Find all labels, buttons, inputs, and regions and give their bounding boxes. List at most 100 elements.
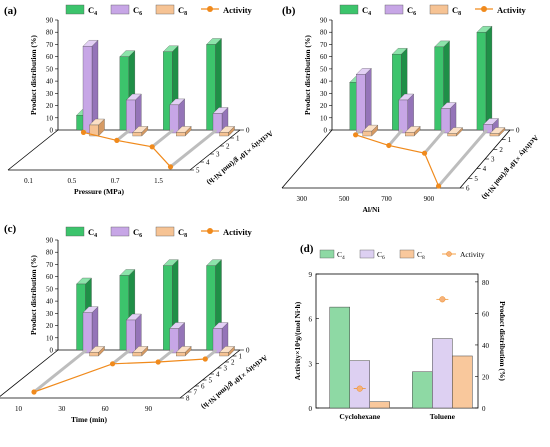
activity-tick-label: 7 <box>194 389 198 397</box>
x-tick-label: 0.5 <box>67 177 76 185</box>
legend-activity-marker <box>207 228 213 234</box>
legend-swatch-c8 <box>429 4 449 15</box>
legend-text: C <box>407 5 413 15</box>
legend-swatch-c4 <box>65 226 85 237</box>
activity-point <box>80 129 87 135</box>
activity-point <box>435 183 442 189</box>
bar-c4 <box>119 275 129 351</box>
x-tick-label: 500 <box>339 195 350 203</box>
legend-label-c8: C8 <box>178 5 187 17</box>
legend-text: C <box>88 227 94 237</box>
y-tick-label: 3 <box>309 360 313 368</box>
y-tick-label: 50 <box>46 65 54 73</box>
activity-tick-label: 5 <box>209 377 213 385</box>
bar-side-c6 <box>365 67 372 134</box>
legend-swatch-c6 <box>359 249 375 259</box>
x-tick-label: 300 <box>297 195 308 203</box>
x-axis-title: Pressure (MPa) <box>74 187 124 196</box>
legend-text: C <box>362 5 368 15</box>
legend-activity-marker <box>481 6 487 12</box>
bar-c8 <box>132 352 142 357</box>
legend-activity-label: Activity <box>223 5 253 15</box>
y-tick-label: 40 <box>46 78 54 86</box>
legend-swatch-c8 <box>155 4 175 15</box>
activity-tick-label: 2 <box>226 143 230 151</box>
bar-c4 <box>476 32 487 131</box>
legend-subscript: 6 <box>139 233 142 239</box>
y2-tick-label: 40 <box>482 342 490 350</box>
activity-point <box>149 144 155 150</box>
activity-tick-label: 0 <box>246 127 250 135</box>
bar-c6 <box>126 99 136 134</box>
bar-c6 <box>82 46 93 134</box>
y-tick-label: 60 <box>46 53 54 61</box>
y-tick-label: 50 <box>46 285 54 293</box>
x-tick-label: 700 <box>381 195 392 203</box>
x-tick-label: 1.5 <box>154 177 163 185</box>
bar-c6 <box>356 74 366 134</box>
y-tick-label: 90 <box>46 237 54 245</box>
legend-swatch-c8 <box>399 249 415 259</box>
panel-label: (b) <box>282 5 296 17</box>
legend-label-c8: C8 <box>417 250 425 261</box>
bar-c8 <box>362 130 372 137</box>
legend-label-c4: C4 <box>362 5 371 17</box>
y-tick-label: 0 <box>50 127 54 135</box>
legend-text: C <box>377 250 382 259</box>
bar-c8 <box>89 124 99 137</box>
plot-frame <box>315 273 479 409</box>
y-tick-label: 40 <box>46 298 54 306</box>
y-tick-label: 20 <box>46 102 54 110</box>
y-tick-label: 30 <box>46 310 54 318</box>
x-tick-label: 30 <box>58 405 66 413</box>
y-tick-label: 70 <box>46 41 54 49</box>
legend-subscript: 4 <box>94 11 97 17</box>
legend-text: C <box>88 5 94 15</box>
activity-point <box>421 150 428 156</box>
y-tick-label: 80 <box>46 29 54 37</box>
y-tick-label: 30 <box>320 90 328 98</box>
legend-activity-label: Activity <box>223 227 253 237</box>
bar-c6 <box>349 360 370 409</box>
y2-tick-label: 80 <box>482 279 490 287</box>
bar-c4 <box>329 306 350 409</box>
x-tick-label: Toluene <box>430 412 456 421</box>
activity-tick-label: 2 <box>499 146 503 154</box>
legend-subscript: 8 <box>422 255 425 261</box>
legend-label-c6: C6 <box>377 250 385 261</box>
bar-c8 <box>176 132 186 137</box>
panel-label: (a) <box>4 5 17 17</box>
bar-c4 <box>163 51 173 131</box>
activity-tick-label: 5 <box>196 167 200 175</box>
y-tick-label: 10 <box>46 334 54 342</box>
legend-subscript: 8 <box>184 11 187 17</box>
x-axis-title: Al/Ni <box>362 205 379 214</box>
left-depth-axis <box>281 129 333 189</box>
bar-c4 <box>412 371 433 409</box>
activity-tick-label: 4 <box>483 165 487 173</box>
legend-label-c4: C4 <box>88 5 97 17</box>
activity-drop <box>33 348 88 394</box>
y-tick-label: 30 <box>46 90 54 98</box>
activity-drop <box>115 128 131 142</box>
legend-text: C <box>178 227 184 237</box>
legend-subscript: 4 <box>94 233 97 239</box>
legend-subscript: 8 <box>184 233 187 239</box>
legend-label-c4: C4 <box>337 250 345 261</box>
bar-c8 <box>219 352 229 357</box>
bar-c6 <box>398 99 408 134</box>
y-tick-label: 90 <box>320 17 328 25</box>
legend-label-c4: C4 <box>88 227 97 239</box>
activity-tick-label: 1 <box>239 353 243 361</box>
y-tick-label: 40 <box>320 78 328 86</box>
legend-swatch-c6 <box>110 4 130 15</box>
bar-side-c6 <box>91 306 99 354</box>
y2-tick-label: 60 <box>482 310 490 318</box>
y2-tick-label: 0 <box>482 405 486 413</box>
y-tick-label: 80 <box>46 249 54 257</box>
legend-text: C <box>133 5 139 15</box>
y-tick-label: 9 <box>309 271 313 279</box>
activity-drop <box>151 128 175 148</box>
y-tick-label: 80 <box>320 29 328 37</box>
y-axis-title: Activity×10⁴g/(mol Ni·h) <box>293 301 302 380</box>
